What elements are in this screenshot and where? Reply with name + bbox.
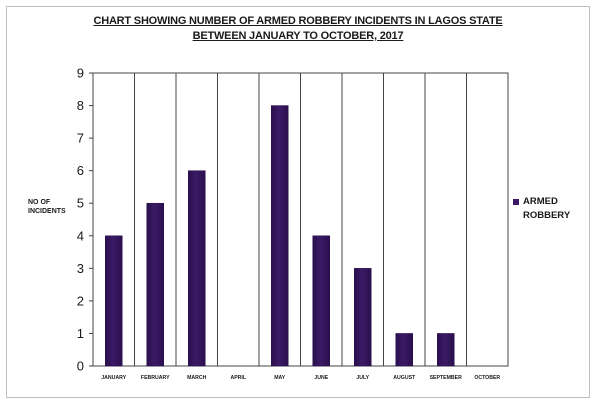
y-tick-label: 2: [77, 293, 84, 308]
bar-july: [354, 268, 372, 367]
x-tick-label: JUNE: [314, 375, 328, 381]
bar-january: [105, 235, 123, 367]
y-tick-label: 9: [77, 66, 84, 81]
bar-may: [271, 105, 289, 367]
y-tick-label: 8: [77, 98, 84, 113]
bar-june: [312, 235, 330, 367]
y-tick-label: 7: [77, 131, 84, 146]
legend: ARMED ROBBERY: [513, 195, 583, 223]
y-tick-label: 0: [77, 359, 84, 374]
bar-september: [437, 333, 455, 367]
bar-march: [188, 170, 206, 367]
y-axis-label-line-1: NO OF: [28, 199, 51, 206]
y-tick-label: 4: [77, 228, 84, 243]
x-tick-label: APRIL: [230, 375, 246, 381]
y-tick-label: 1: [77, 326, 84, 341]
x-tick-label: MARCH: [187, 375, 207, 381]
y-axis-label-line-2: INCIDENTS: [28, 208, 66, 215]
x-tick-label: JANUARY: [101, 375, 126, 381]
chart-frame: [6, 6, 590, 398]
legend-swatch: [513, 199, 519, 205]
x-tick-label: MAY: [274, 375, 286, 381]
legend-label: ARMED ROBBERY: [523, 196, 571, 221]
chart-title-line-1: CHART SHOWING NUMBER OF ARMED ROBBERY IN…: [93, 15, 503, 27]
x-tick-label: SEPTEMBER: [430, 375, 463, 381]
x-tick-label: OCTOBER: [474, 375, 500, 381]
chart-title-line-2: BETWEEN JANUARY TO OCTOBER, 2017: [192, 30, 404, 42]
bar-august: [395, 333, 413, 367]
y-axis-label: NO OF INCIDENTS: [28, 198, 80, 216]
x-tick-label: AUGUST: [393, 375, 416, 381]
chart-title: CHART SHOWING NUMBER OF ARMED ROBBERY IN…: [0, 14, 596, 44]
x-tick-label: JULY: [356, 375, 369, 381]
y-tick-label: 3: [77, 261, 84, 276]
y-tick-label: 6: [77, 163, 84, 178]
bar-february: [146, 202, 164, 367]
x-tick-label: FEBRUARY: [141, 375, 170, 381]
y-tick-label: 5: [77, 196, 84, 211]
